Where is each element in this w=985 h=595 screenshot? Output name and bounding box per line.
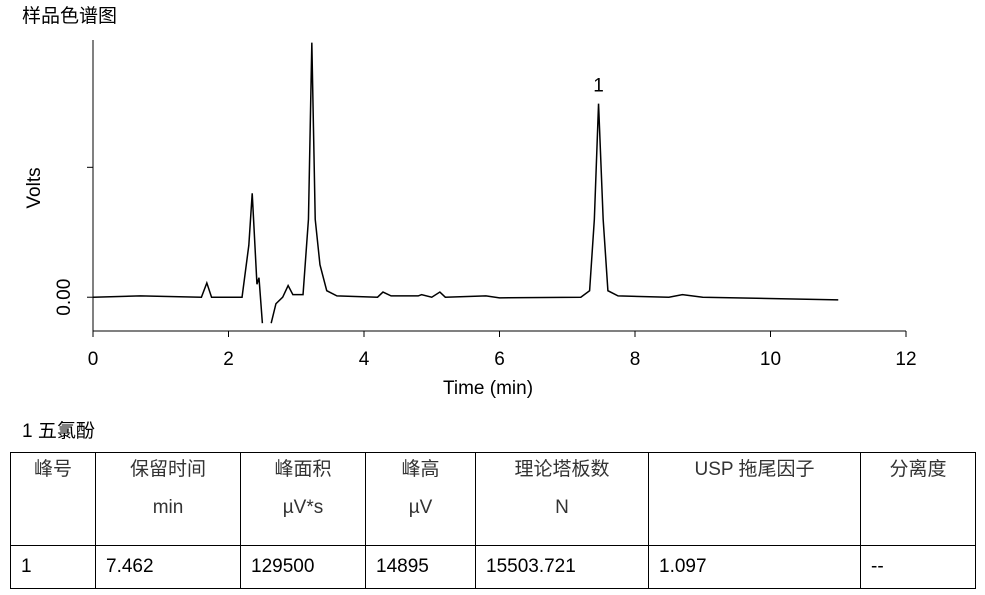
y-tick-label: 0.00 [54, 279, 75, 316]
data-cell: 1 [10, 545, 96, 589]
x-tick-label: 0 [88, 349, 99, 370]
header-cell: 分离度 [860, 452, 976, 546]
header-cell: 峰号 [10, 452, 96, 546]
trace [92, 42, 839, 324]
y-axis-label: Volts [24, 167, 45, 208]
data-cell: -- [860, 545, 976, 589]
x-tick-label: 6 [494, 349, 505, 370]
header-text [649, 491, 860, 529]
header-text: µV*s [282, 497, 324, 518]
peak-caption: 1 五氯酚 [22, 420, 95, 442]
header-text [861, 491, 975, 529]
x-tick-label: 12 [895, 349, 916, 370]
x-tick-label: 10 [760, 349, 781, 370]
x-tick-label: 4 [359, 349, 370, 370]
data-cell: 129500 [240, 545, 366, 589]
x-tick-label: 8 [630, 349, 641, 370]
header-cell: 峰高 µV [365, 452, 476, 546]
header-text: 峰高 [401, 459, 440, 480]
header-text: 峰号 [33, 459, 72, 480]
header-text: 峰面积 [274, 459, 332, 480]
header-text: µV [408, 497, 433, 518]
data-cell: 7.462 [95, 545, 241, 589]
chart: 样品色谱图 Time (min) Volts 1 五氯酚 0 2 4 6 8 10 12 0.… [22, 5, 917, 442]
header-cell: USP 拖尾因子 [648, 452, 861, 546]
x-axis-label: Time (min) [443, 378, 533, 399]
chart-title: 样品色谱图 [22, 5, 117, 27]
header-text: 分离度 [889, 459, 947, 480]
header-text [11, 491, 95, 529]
header-text: 理论塔板数 [514, 459, 610, 480]
peak-label: 1 [593, 76, 604, 97]
header-text: min [152, 497, 184, 518]
data-row: 1 7.462 129500 14895 15503.721 1.097 -- [10, 545, 976, 589]
header-text: 保留时间 [129, 459, 206, 480]
header-text: N [555, 497, 569, 518]
header-cell: 保留时间 min [95, 452, 241, 546]
data-cell: 14895 [365, 545, 476, 589]
header-cell: 理论塔板数 N [475, 452, 649, 546]
header-row: 峰号 保留时间 min 峰面积 µV*s 峰高 µV 理论塔板数 N USP 拖尾因子 分离度 [10, 452, 976, 546]
x-tick-label: 2 [223, 349, 234, 370]
data-cell: 1.097 [648, 545, 861, 589]
data-cell: 15503.721 [475, 545, 649, 589]
header-cell: 峰面积 µV*s [240, 452, 366, 546]
header-text: USP 拖尾因子 [694, 459, 815, 480]
